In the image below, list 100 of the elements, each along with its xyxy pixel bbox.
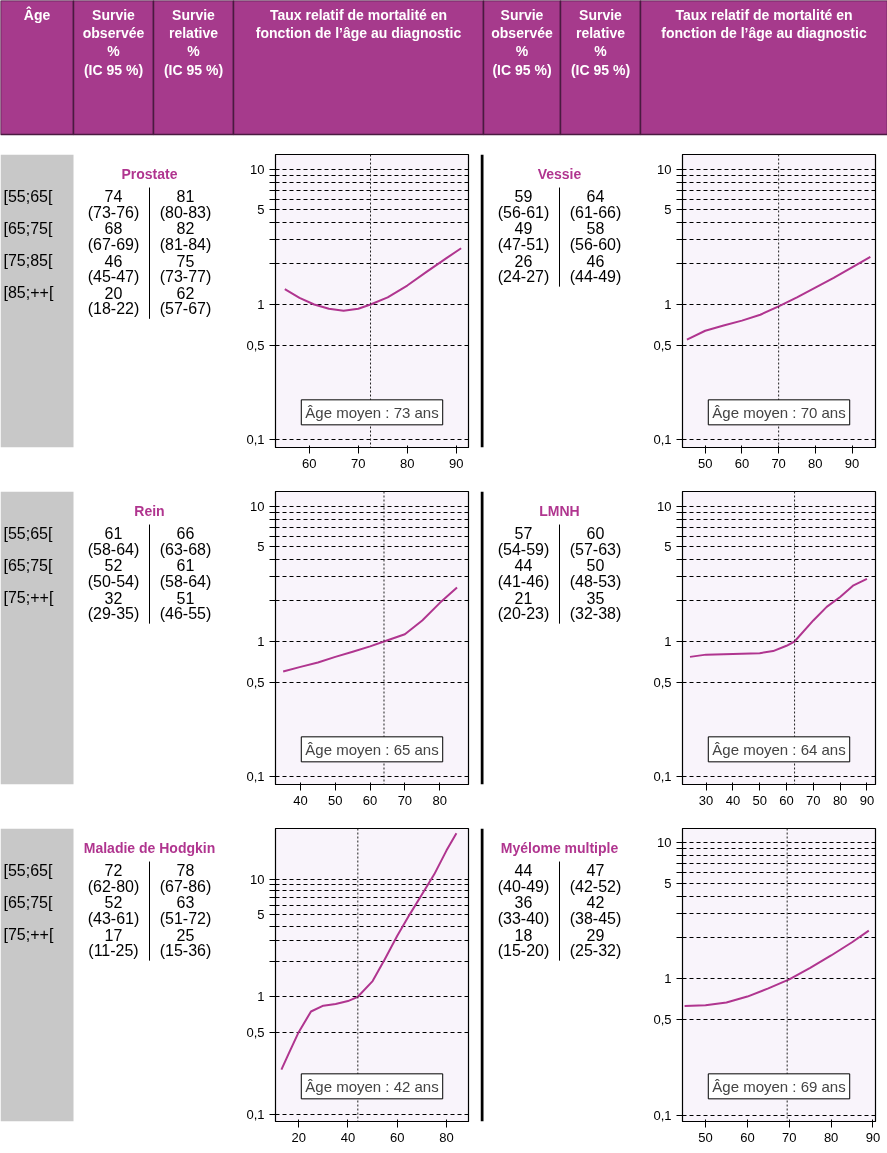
annotation: Âge moyen : 69 ans	[712, 1077, 846, 1095]
text: 25	[176, 926, 195, 944]
y-tick-label: 1	[257, 989, 265, 1005]
text: (62-80)	[87, 877, 140, 895]
category-label: [75;85[	[3, 252, 53, 270]
text: 60	[586, 525, 605, 543]
y-tick-label: 1	[257, 297, 265, 312]
text: (24-27)	[497, 268, 550, 286]
y-tick-label: 0,5	[653, 1012, 672, 1028]
x-tick-label: 80	[832, 792, 848, 808]
category-label: [75;++[	[3, 926, 54, 944]
y-tick-label: 5	[257, 202, 265, 218]
y-tick-label: 0,1	[653, 432, 672, 448]
line-series	[282, 586, 459, 673]
text: 58	[586, 220, 605, 238]
text: (57-67)	[159, 300, 212, 318]
text: (33-40)	[497, 909, 550, 927]
x-tick-label: 90	[859, 792, 875, 808]
text: Taux relatif de mortalité en fonction de l’âge au diagnostic	[255, 6, 462, 41]
text: LMNH	[539, 502, 580, 519]
text: (63-68)	[159, 540, 212, 558]
text: (51-72)	[159, 909, 212, 927]
text: 46	[104, 252, 123, 270]
category-label: [55;65[	[3, 187, 53, 205]
category-label: [65;75[	[3, 556, 53, 574]
text: 35	[586, 589, 605, 607]
x-tick-label: 40	[725, 792, 741, 808]
text: (43-61)	[87, 909, 140, 927]
x-tick-label: 60	[779, 792, 794, 808]
y-tick-label: 0,1	[246, 1106, 265, 1122]
y-tick-label: 1	[257, 634, 265, 649]
text: (18-22)	[87, 300, 140, 318]
text: Vessie	[537, 165, 582, 182]
x-tick-label: 20	[291, 1129, 306, 1145]
category-label: [55;65[	[3, 524, 53, 542]
text: (61-66)	[569, 203, 622, 221]
text: Maladie de Hodgkin	[83, 839, 216, 856]
text: (32-38)	[569, 605, 622, 623]
text: 81	[176, 188, 195, 206]
text: (15-20)	[497, 942, 550, 960]
y-tick-label: 1	[664, 634, 672, 649]
text: (15-36)	[159, 942, 212, 960]
text: 21	[514, 589, 533, 607]
text: (58-64)	[159, 572, 212, 590]
text: (54-59)	[497, 540, 550, 558]
text: 61	[104, 525, 123, 543]
text: 26	[514, 252, 533, 270]
y-tick-label: 1	[664, 297, 672, 312]
x-tick-label: 40	[293, 792, 308, 808]
y-tick-label: 0,5	[653, 337, 672, 353]
y-tick-label: 5	[664, 539, 672, 555]
text: (20-23)	[497, 605, 550, 623]
text: (25-32)	[569, 942, 622, 960]
text: 82	[176, 220, 195, 238]
text: 57	[514, 525, 533, 543]
text: 50	[586, 557, 605, 575]
y-tick-label: 5	[664, 875, 672, 891]
y-tick-label: 10	[657, 161, 672, 177]
text: 49	[514, 220, 533, 238]
category-label: [55;65[	[3, 861, 53, 879]
x-tick-label: 70	[351, 455, 366, 471]
text: Âge	[23, 5, 51, 23]
text: 64	[586, 188, 605, 206]
text: (42-52)	[569, 877, 622, 895]
x-tick-label: 60	[302, 455, 317, 471]
y-tick-label: 10	[250, 161, 265, 177]
text: 68	[104, 220, 123, 238]
y-tick-label: 0,5	[246, 337, 265, 353]
text: Survie observée % (IC 95 %)	[82, 6, 145, 78]
text: 20	[104, 284, 123, 302]
text: 74	[104, 188, 123, 206]
text: 63	[176, 894, 195, 912]
text: 36	[514, 894, 533, 912]
y-tick-label: 5	[664, 202, 672, 218]
text: (56-61)	[497, 203, 550, 221]
x-tick-label: 80	[439, 1129, 454, 1145]
x-tick-label: 50	[698, 1129, 713, 1145]
text: 66	[176, 525, 195, 543]
text: (67-86)	[159, 877, 212, 895]
x-tick-label: 90	[449, 455, 464, 471]
y-tick-label: 0,1	[246, 769, 265, 785]
y-tick-label: 0,5	[246, 1024, 265, 1040]
text: 17	[104, 926, 123, 944]
text: (58-64)	[87, 540, 140, 558]
text: (47-51)	[497, 235, 550, 253]
x-tick-label: 40	[340, 1129, 356, 1145]
x-tick-label: 80	[400, 455, 415, 471]
category-label: [75;++[	[3, 589, 54, 607]
line-series	[280, 832, 458, 1071]
y-tick-label: 5	[257, 539, 265, 555]
x-tick-label: 80	[432, 792, 447, 808]
text: (29-35)	[87, 605, 140, 623]
text: 61	[176, 557, 195, 575]
x-tick-label: 60	[362, 792, 378, 808]
text: (40-49)	[497, 877, 550, 895]
text: 62	[176, 284, 195, 302]
text: Survie observée % (IC 95 %)	[491, 6, 553, 78]
annotation: Âge moyen : 73 ans	[305, 403, 439, 421]
text: (46-55)	[159, 605, 212, 623]
x-tick-label: 90	[865, 1129, 881, 1145]
